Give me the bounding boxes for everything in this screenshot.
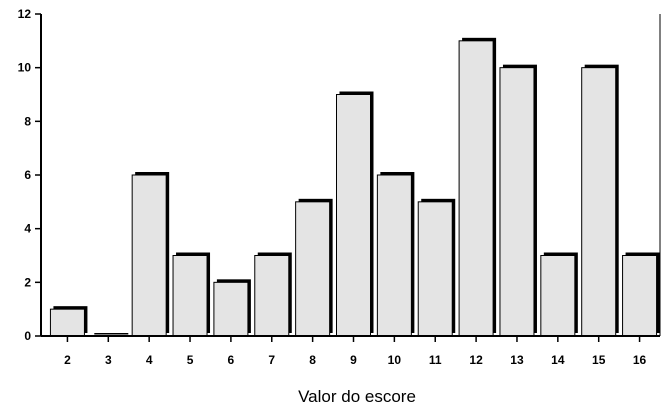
y-tick-label: 12 xyxy=(18,7,32,21)
x-tick-label: 5 xyxy=(187,353,194,367)
x-tick-label: 10 xyxy=(388,353,402,367)
x-tick-label: 16 xyxy=(633,353,647,367)
bar-8 xyxy=(295,201,331,337)
x-axis-title: Valor do escore xyxy=(298,387,416,406)
x-tick-label: 4 xyxy=(146,353,153,367)
y-ticks-group: 0 2 4 6 8 10 12 xyxy=(18,7,41,343)
y-tick-label: 0 xyxy=(24,329,31,343)
x-tick-label: 15 xyxy=(592,353,606,367)
x-tick-label: 3 xyxy=(105,353,112,367)
y-tick-label: 10 xyxy=(18,61,32,75)
x-ticks-group: 2 3 4 5 6 7 8 9 10 11 12 13 14 15 16 xyxy=(64,336,647,367)
y-tick-label: 8 xyxy=(24,114,31,128)
y-tick-label: 2 xyxy=(24,275,31,289)
bar-5 xyxy=(172,255,208,337)
bars-group xyxy=(49,37,660,337)
bar-13 xyxy=(499,67,535,337)
bar-15 xyxy=(581,67,617,337)
x-tick-label: 13 xyxy=(510,353,524,367)
x-tick-label: 7 xyxy=(268,353,275,367)
bar-4 xyxy=(131,174,167,337)
x-tick-label: 12 xyxy=(469,353,483,367)
x-tick-label: 8 xyxy=(309,353,316,367)
bar-7 xyxy=(254,255,290,337)
bar-14 xyxy=(540,255,576,337)
y-tick-label: 6 xyxy=(24,168,31,182)
bar-9 xyxy=(336,94,371,337)
bar-2 xyxy=(49,308,85,337)
bar-6 xyxy=(213,281,249,337)
y-tick-label: 4 xyxy=(24,222,31,236)
x-tick-label: 6 xyxy=(228,353,235,367)
bar-12 xyxy=(458,40,494,337)
bar-shadow xyxy=(94,333,129,335)
x-tick-label: 11 xyxy=(429,353,442,367)
bar-16 xyxy=(622,255,658,337)
x-tick-label: 9 xyxy=(350,353,357,367)
x-tick-label: 2 xyxy=(64,353,71,367)
bar-10 xyxy=(376,174,412,337)
bar-11 xyxy=(417,201,453,337)
x-tick-label: 14 xyxy=(551,353,565,367)
